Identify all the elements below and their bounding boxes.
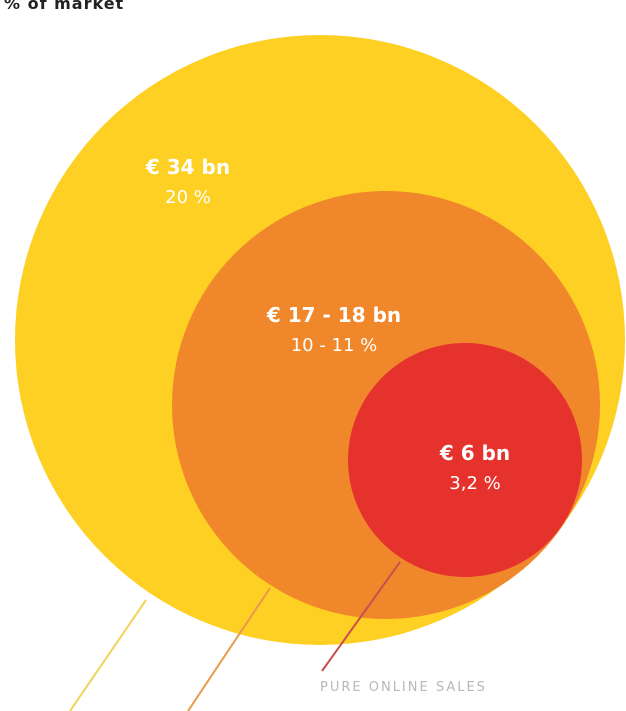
bubble-inner-share: 3,2 % — [449, 473, 500, 494]
bubble-inner-value: € 6 bn — [439, 441, 510, 465]
bubble-middle-value: € 17 - 18 bn — [266, 303, 401, 327]
leader-line-outer — [69, 599, 147, 711]
pure-online-sales-label: PURE ONLINE SALES — [320, 680, 487, 695]
leader-line-inner — [321, 561, 401, 672]
bubble-outer-share: 20 % — [165, 187, 211, 208]
bubble-middle-share: 10 - 11 % — [291, 335, 378, 356]
bubble-outer-value: € 34 bn — [145, 155, 230, 179]
bubble-inner — [348, 343, 582, 577]
chart-header: % of market — [4, 0, 125, 13]
leader-line-middle — [187, 587, 271, 711]
